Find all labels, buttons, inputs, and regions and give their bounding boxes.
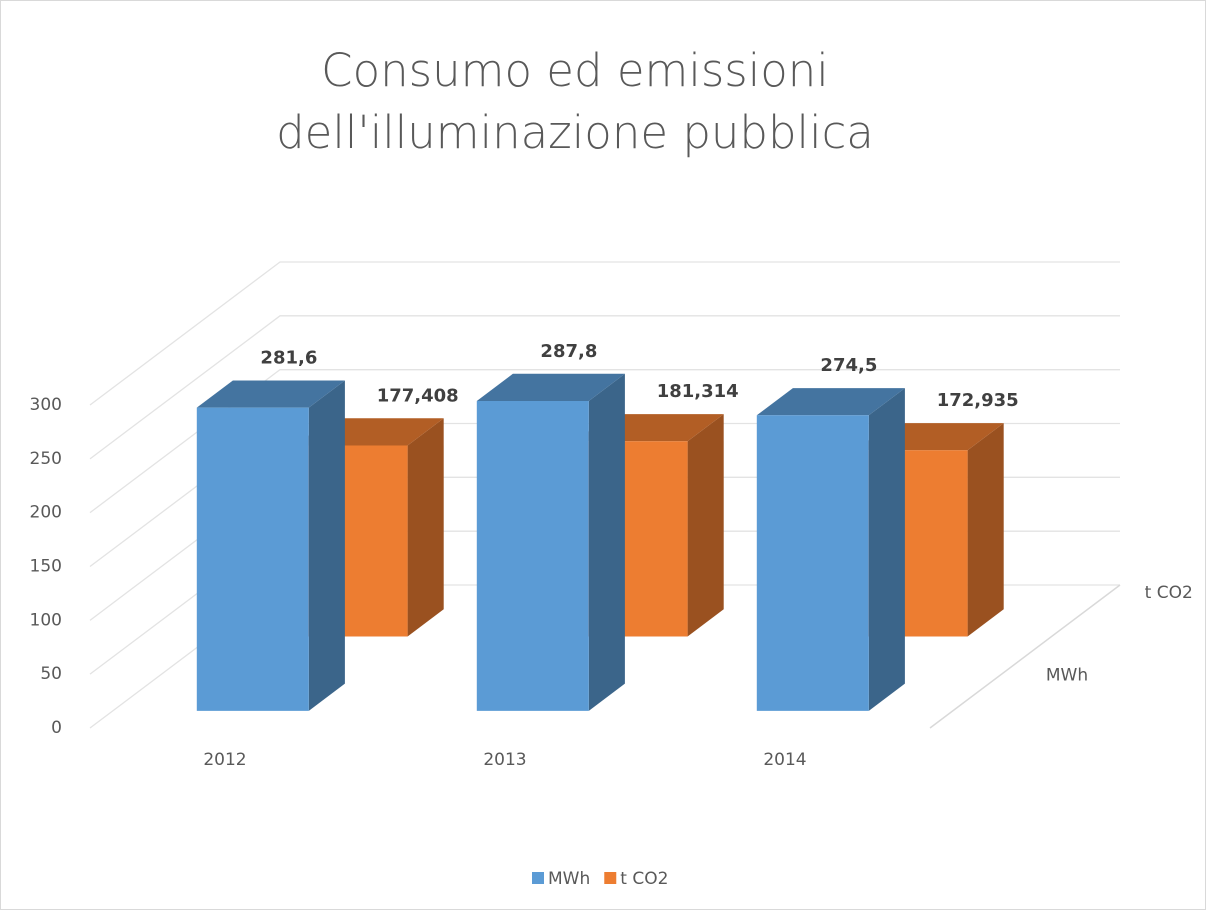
bar-front <box>196 407 309 711</box>
bar-front <box>756 415 869 711</box>
y-tick-label: 100 <box>30 610 62 630</box>
x-tick-label: 2014 <box>763 750 806 770</box>
bar-side <box>407 418 444 637</box>
bar-front <box>476 400 589 711</box>
value-label: 172,935 <box>937 390 1019 411</box>
value-label: 177,408 <box>377 385 459 406</box>
value-label: 181,314 <box>657 381 739 402</box>
bar-top <box>756 388 905 416</box>
bar <box>476 373 625 711</box>
legend-swatch <box>532 872 544 884</box>
y-tick-label: 200 <box>30 503 62 523</box>
y-tick-label: 250 <box>30 449 62 469</box>
value-label: 281,6 <box>260 347 317 368</box>
bar-side <box>967 423 1004 637</box>
bar-side <box>687 414 724 637</box>
value-label: 274,5 <box>820 355 877 376</box>
bar-side <box>868 388 905 711</box>
y-tick-label: 0 <box>51 718 62 738</box>
bar-top <box>476 373 625 401</box>
bar-top <box>196 380 345 408</box>
bar-side <box>588 373 625 711</box>
grid-line <box>89 261 1120 406</box>
x-tick-label: 2012 <box>203 750 246 770</box>
legend-label: MWh <box>548 869 590 889</box>
chart-title: Consumo ed emissioni dell'illuminazione … <box>276 44 874 159</box>
series-axis-label: t CO2 <box>1145 583 1193 603</box>
legend-label: t CO2 <box>620 869 668 889</box>
grid-line <box>89 315 1120 460</box>
grid-line <box>89 369 1120 514</box>
y-tick-label: 150 <box>30 557 62 577</box>
bar-side <box>308 380 345 711</box>
series-axis-label: MWh <box>1046 665 1088 685</box>
value-label: 287,8 <box>540 341 597 362</box>
floor-edge <box>929 584 1121 729</box>
y-tick-label: 50 <box>40 664 62 684</box>
y-tick-label: 300 <box>30 395 62 415</box>
bar <box>756 388 905 711</box>
x-tick-label: 2013 <box>483 750 526 770</box>
bar <box>196 380 345 711</box>
legend-swatch <box>604 872 617 884</box>
